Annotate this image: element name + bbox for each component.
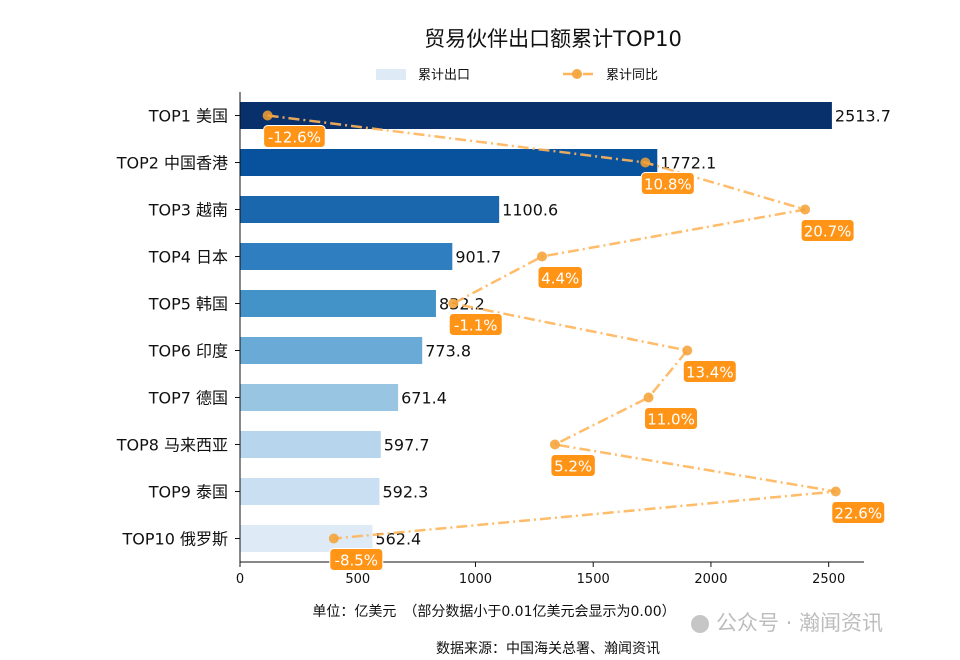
yoy-label-box bbox=[448, 313, 503, 336]
legend-label-bar: 累计出口 bbox=[418, 68, 470, 83]
x-tick-label: 2000 bbox=[694, 572, 727, 587]
y-tick-label: TOP7 德国 bbox=[148, 389, 228, 408]
yoy-label: 22.6% bbox=[834, 505, 882, 523]
yoy-line bbox=[267, 114, 836, 540]
bar-value-label: 2513.7 bbox=[835, 107, 891, 126]
yoy-label: 5.2% bbox=[554, 458, 592, 476]
source-note: 数据来源：中国海关总署、瀚闻资讯 bbox=[436, 641, 660, 657]
legend-swatch-bar bbox=[376, 69, 406, 80]
x-tick-label: 1500 bbox=[577, 572, 610, 587]
legend-marker bbox=[572, 69, 582, 79]
yoy-point bbox=[800, 204, 811, 215]
bar-value-label: 901.7 bbox=[455, 248, 501, 267]
yoy-point bbox=[448, 298, 459, 309]
x-axis-label: 单位：亿美元 （部分数据小于0.01亿美元会显示为0.00） bbox=[312, 604, 675, 620]
bar bbox=[240, 196, 500, 223]
watermark: 公众号 · 瀚闻资讯 bbox=[691, 611, 883, 635]
bar bbox=[240, 102, 832, 129]
yoy-label-box bbox=[800, 219, 855, 242]
y-tick-label: TOP5 韩国 bbox=[148, 295, 228, 314]
yoy-label-box bbox=[682, 360, 737, 383]
yoy-label: 20.7% bbox=[804, 223, 852, 241]
yoy-label-box bbox=[831, 501, 886, 524]
wechat-icon bbox=[691, 615, 709, 633]
x-tick-label: 500 bbox=[345, 572, 370, 587]
bar-value-label: 832.2 bbox=[439, 295, 485, 314]
bar-value-label: 592.3 bbox=[382, 483, 428, 502]
bar bbox=[240, 290, 436, 317]
yoy-label: 11.0% bbox=[647, 411, 695, 429]
y-tick-label: TOP2 中国香港 bbox=[116, 154, 228, 173]
yoy-label: -12.6% bbox=[268, 129, 321, 147]
bar bbox=[240, 431, 381, 458]
yoy-label-box bbox=[550, 454, 596, 477]
bar bbox=[240, 149, 658, 176]
bar-value-label: 597.7 bbox=[384, 436, 430, 455]
y-tick-label: TOP6 印度 bbox=[148, 342, 228, 361]
yoy-point bbox=[262, 110, 273, 121]
yoy-label-box bbox=[263, 125, 326, 148]
yoy-label: 10.8% bbox=[644, 176, 692, 194]
bar bbox=[240, 243, 453, 270]
bar bbox=[240, 337, 423, 364]
bar-value-label: 1772.1 bbox=[660, 154, 716, 173]
yoy-point bbox=[643, 392, 654, 403]
yoy-point bbox=[830, 486, 841, 497]
yoy-point bbox=[640, 157, 651, 168]
bar bbox=[240, 525, 373, 552]
x-tick-label: 2500 bbox=[812, 572, 845, 587]
yoy-point bbox=[549, 439, 560, 450]
yoy-label-box bbox=[329, 548, 384, 571]
y-tick-label: TOP3 越南 bbox=[148, 201, 228, 220]
yoy-label-box bbox=[644, 407, 699, 430]
y-tick-label: TOP4 日本 bbox=[148, 248, 228, 267]
yoy-point bbox=[328, 533, 339, 544]
yoy-label-box bbox=[537, 266, 583, 289]
bar-value-label: 773.8 bbox=[425, 342, 471, 361]
y-tick-label: TOP10 俄罗斯 bbox=[122, 530, 228, 549]
legend: 累计出口 累计同比 bbox=[376, 68, 658, 83]
legend-label-line: 累计同比 bbox=[606, 68, 658, 83]
x-tick-label: 0 bbox=[236, 572, 244, 587]
y-tick-label: TOP1 美国 bbox=[148, 107, 228, 126]
yoy-point bbox=[537, 251, 548, 262]
y-tick-label: TOP9 泰国 bbox=[148, 483, 228, 502]
y-tick-label: TOP8 马来西亚 bbox=[116, 436, 228, 455]
bar bbox=[240, 384, 399, 411]
yoy-label-box bbox=[640, 172, 695, 195]
watermark-text: 公众号 · 瀚闻资讯 bbox=[716, 611, 883, 635]
yoy-label: 13.4% bbox=[686, 364, 734, 382]
yoy-label: -8.5% bbox=[335, 552, 379, 570]
bar bbox=[240, 478, 380, 505]
bar-value-label: 1100.6 bbox=[502, 201, 558, 220]
chart-title: 贸易伙伴出口额累计TOP10 bbox=[424, 27, 682, 51]
yoy-label: -1.1% bbox=[454, 317, 498, 335]
bar-value-label: 562.4 bbox=[375, 530, 421, 549]
yoy-point bbox=[682, 345, 693, 356]
bar-value-label: 671.4 bbox=[401, 389, 447, 408]
x-tick-label: 1000 bbox=[459, 572, 492, 587]
yoy-label: 4.4% bbox=[541, 270, 579, 288]
